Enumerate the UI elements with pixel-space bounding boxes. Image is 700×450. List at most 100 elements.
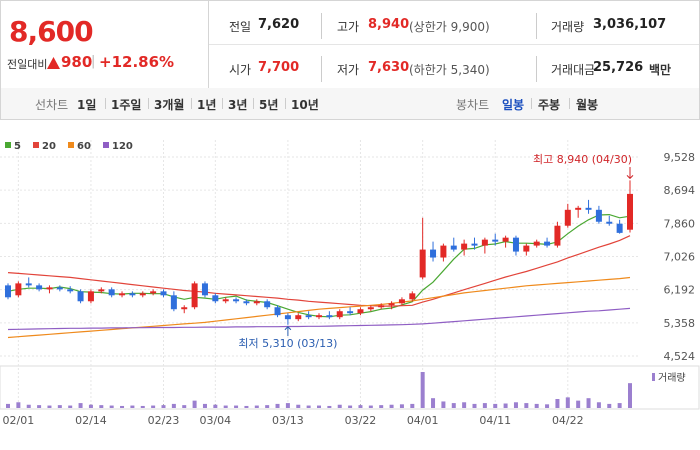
candle-body [533,241,540,246]
period-tabs: 선차트 1일 1주일 3개월 1년 3년 5년 10년 봉차트 일봉 주봉 월봉 [0,88,700,120]
candle-body [471,243,478,246]
low-annotation: 최저 5,310 (03/13) [238,337,337,350]
field-label: 거래대금 [551,63,596,77]
moving-average [7,276,631,339]
period-tab[interactable]: 일봉 [502,98,525,112]
x-tick-label: 02/01 [3,414,35,427]
candle-body [25,283,32,286]
current-price: 8,600 [9,15,94,48]
volume-bar [586,398,591,408]
field-label: 거래량 [551,20,585,34]
volume-bar [451,403,456,408]
candle-body [544,241,551,246]
field-value: 3,036,107 [593,17,667,32]
period-tab[interactable]: 3개월 [154,98,185,112]
period-tab[interactable]: 5년 [259,98,279,112]
legend-swatch [103,142,109,148]
volume-bar [607,403,612,408]
candle-body [492,239,499,242]
candle-body [170,295,177,310]
period-tab[interactable]: 1년 [197,98,217,112]
volume-bar [617,403,622,408]
x-tick-label: 03/22 [345,414,377,427]
candle-body [564,209,571,226]
candle-body [264,301,271,308]
volume-bar [482,403,487,408]
volume-bar [285,403,290,408]
tab-sep [105,98,106,109]
volume-bar [254,405,259,408]
candle-body [233,299,240,302]
candle-body [274,307,281,316]
tab-group-label: 선차트 [35,98,69,112]
volume-bar [348,405,353,408]
y-tick-label: 8,694 [664,184,696,197]
candle-body [419,249,426,278]
candle-body [212,295,219,302]
candle-body [253,301,260,304]
field-value: 7,620 [258,17,300,32]
volume-bar [399,404,404,408]
period-tab[interactable]: 월봉 [576,98,599,112]
tab-sep [531,98,532,109]
field-label: 저가 [337,63,360,77]
period-tab[interactable]: 3년 [228,98,248,112]
tab-sep [569,98,570,109]
candle-body [326,315,333,318]
col-sep [536,13,537,39]
volume-bar [628,383,632,408]
volume-bar [37,405,42,408]
volume-bar [109,405,114,408]
candle-body [139,293,146,296]
field-label: 시가 [229,63,252,77]
candle-body [440,245,447,258]
volume-bar [244,405,249,408]
field-value: 25,726 [593,60,644,75]
candle-body [191,283,198,308]
field-value: 7,700 [258,60,300,75]
tab-sep [191,98,192,109]
period-tab[interactable]: 1일 [77,98,97,112]
change-label: 전일대비 [7,58,48,71]
period-tab[interactable]: 주봉 [538,98,561,112]
tab-sep [285,98,286,109]
volume-bar [358,405,363,408]
volume-bar [47,405,52,408]
x-tick-label: 04/22 [552,414,584,427]
volume-bar [420,372,425,408]
candle-body [575,207,582,210]
volume-bar [161,405,166,408]
tab-sep [222,98,223,109]
y-tick-label: 7,860 [664,217,696,230]
volume-bar [171,403,176,408]
candle-body [201,283,208,296]
x-tick-label: 04/11 [479,414,511,427]
candle-body [295,315,302,320]
volume-bar [555,399,560,408]
volume-bar [234,405,239,408]
moving-average [7,213,631,318]
volume-bar [524,403,529,408]
y-tick-label: 4,524 [664,350,696,363]
volume-bar [472,403,477,408]
candle-body [56,287,63,290]
volume-bar [140,405,145,408]
volume-panel [0,365,700,410]
candle-body [554,225,561,246]
col-sep [321,56,322,82]
period-tab[interactable]: 10년 [291,98,319,112]
volume-bar [431,398,436,408]
candle-body [305,315,312,318]
volume-bar [130,405,135,408]
change-percent: +12.86% [99,53,175,71]
candle-body [378,305,385,308]
volume-bar [441,401,446,408]
price-box: 8,600 전일대비 980 | +12.86% [1,1,209,88]
volume-bar [596,402,601,408]
candle-body [616,223,623,233]
change-value: 980 [61,53,93,71]
candle-body [398,299,405,304]
period-tab[interactable]: 1주일 [111,98,142,112]
volume-bar [182,405,187,408]
candle-body [347,311,354,314]
